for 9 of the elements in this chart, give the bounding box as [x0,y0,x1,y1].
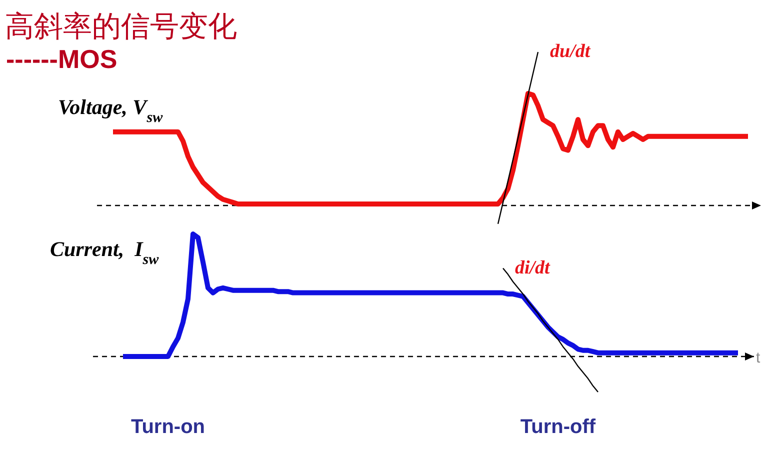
y-axis-title: Voltage, V$_{sw}$ [58,95,164,126]
chart-title: 高斜率的信号变化 [5,11,237,43]
x-axis-title: t [756,350,761,366]
y-axis-title: Current, I$_{sw}$ [50,237,160,268]
x-tick-label: Turn-on [130,416,206,438]
x-tick-label: Turn-off [520,416,596,438]
series-label: di/dt [515,257,551,278]
series-label: du/dt [550,41,591,62]
chart-subtitle: ------MOS [6,44,118,74]
